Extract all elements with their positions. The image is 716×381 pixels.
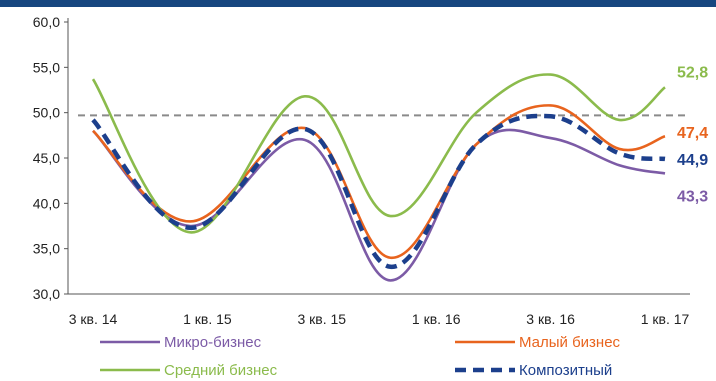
header-band — [0, 0, 716, 7]
series-line-Малый бизнес — [92, 104, 666, 260]
legend-label: Малый бизнес — [519, 334, 621, 351]
x-tick-label: 1 кв. 17 — [641, 311, 690, 327]
end-value-label: 47,4 — [677, 125, 708, 142]
series-line-Средний бизнес — [91, 73, 666, 234]
x-tick-label: 3 кв. 14 — [69, 311, 118, 327]
y-tick-label: 55,0 — [33, 59, 60, 75]
end-labels: 43,3 47,4 52,8 44,9 — [677, 64, 708, 205]
end-value-label: 52,8 — [677, 64, 708, 81]
x-tick-label: 3 кв. 15 — [298, 311, 347, 327]
y-tick-label: 50,0 — [33, 105, 60, 121]
x-axis-ticks: 3 кв. 14 1 кв. 15 3 кв. 15 1 кв. 16 3 кв. 16… — [69, 311, 690, 327]
x-tick-label: 3 кв. 16 — [526, 311, 575, 327]
series-lines — [91, 73, 666, 282]
y-tick-label: 45,0 — [33, 150, 60, 166]
plot-frame — [67, 18, 690, 295]
legend: Микро-бизнес Малый бизнес Средний бизнес Ко… — [100, 334, 621, 379]
y-tick-label: 30,0 — [33, 286, 60, 302]
x-tick-label: 1 кв. 16 — [412, 311, 461, 327]
y-axis-ticks: 30,0 35,0 40,0 45,0 50,0 55,0 60,0 — [33, 14, 68, 302]
y-tick-label: 40,0 — [33, 195, 60, 211]
y-tick-label: 60,0 — [33, 14, 60, 30]
y-tick-label: 35,0 — [33, 241, 60, 257]
x-tick-label: 1 кв. 15 — [183, 311, 232, 327]
end-value-label: 43,3 — [677, 188, 708, 205]
legend-label: Микро-бизнес — [164, 334, 262, 351]
legend-label: Средний бизнес — [164, 362, 278, 379]
end-value-label: 44,9 — [677, 152, 708, 169]
series-line-Композитный — [91, 113, 666, 270]
legend-label: Композитный — [519, 362, 612, 379]
